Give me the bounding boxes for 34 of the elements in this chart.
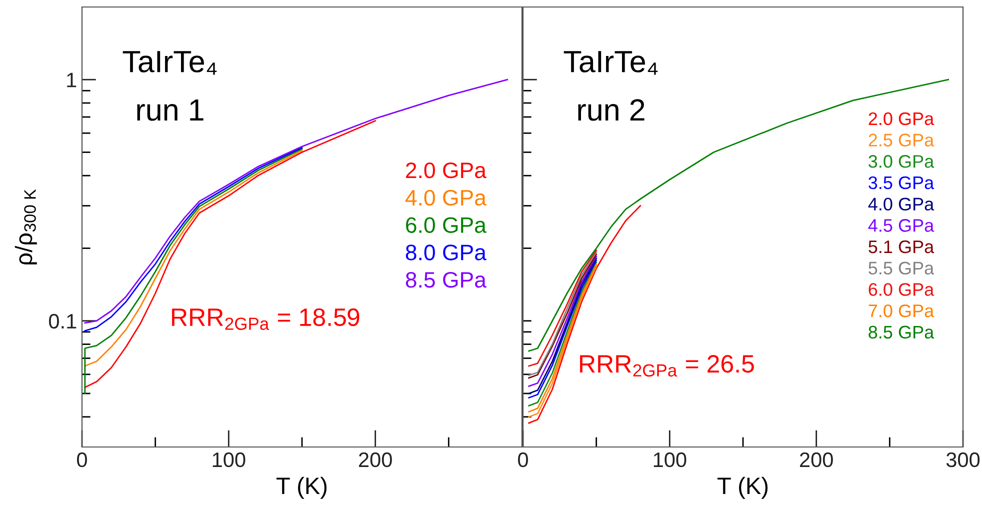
x-tick-label: 0: [518, 452, 528, 468]
text: run 2: [578, 99, 644, 121]
text: 8.0 GPa: [406, 244, 486, 260]
x-tick-label: 100: [654, 452, 686, 468]
text: 4.0 GPa: [405, 190, 486, 206]
text: 4.0 GPa: [868, 198, 934, 210]
text: 8.5 GPa: [406, 272, 486, 288]
text: 3.0 GPa: [868, 155, 934, 168]
x-tick-label: 100: [212, 452, 246, 468]
text: 2.0 GPa: [868, 112, 934, 126]
text: 6.0 GPa: [406, 217, 486, 233]
text: 5.5 GPa: [868, 262, 934, 275]
text: 8.5 GPa: [868, 326, 934, 339]
text: TaIrTe₄: [564, 51, 658, 75]
x-tick-label: 0: [77, 452, 87, 468]
text: 2.0 GPa: [406, 162, 486, 178]
text: 4.5 GPa: [868, 219, 934, 232]
annotation: RRR$_{2GPa}$ = 26.5: [580, 355, 754, 377]
x-axis-title: T (K): [718, 476, 768, 499]
text: 6.0 GPa: [868, 283, 934, 296]
y-tick-label: 1: [67, 72, 76, 88]
y-axis-title: ρ/ρ$_{300 K}$: [14, 189, 37, 264]
text: 5.1 GPa: [868, 240, 934, 254]
text: 7.0 GPa: [868, 304, 934, 318]
text: run 1: [137, 99, 204, 121]
annotation: RRR$_{2GPa}$ = 18.59: [172, 308, 360, 330]
x-tick-label: 300: [946, 452, 980, 468]
x-tick-label: 200: [800, 452, 833, 468]
text: 2.5 GPa: [868, 134, 934, 146]
text: 3.5 GPa: [868, 176, 934, 190]
x-tick-label: 200: [359, 452, 392, 468]
y-tick-label: 0.1: [48, 314, 76, 329]
text: TaIrTe₄: [122, 51, 217, 75]
x-axis-title: T (K): [276, 476, 327, 499]
